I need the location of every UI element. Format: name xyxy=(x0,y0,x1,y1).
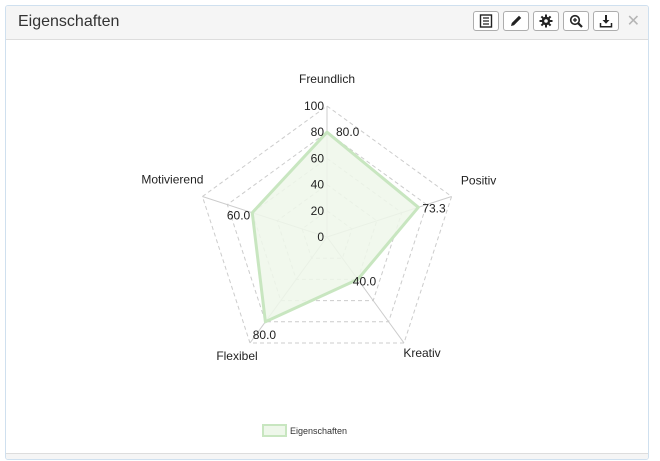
axis-label: Positiv xyxy=(461,174,496,188)
edit-button[interactable] xyxy=(502,11,529,31)
axis-label: Kreativ xyxy=(403,346,440,360)
value-label: 73.3 xyxy=(422,201,446,215)
grid-ring xyxy=(226,131,428,323)
close-icon[interactable]: ✕ xyxy=(626,11,640,30)
gear-icon xyxy=(539,14,553,28)
axis-label: Motivierend xyxy=(141,173,203,187)
value-label: 40.0 xyxy=(353,274,377,288)
value-label: 60.0 xyxy=(227,209,251,223)
tick-label: 40 xyxy=(311,178,325,192)
panel-footer xyxy=(6,453,648,459)
data-view-button[interactable] xyxy=(472,11,499,31)
series-area xyxy=(250,130,420,324)
axis-label: Flexibel xyxy=(216,349,257,363)
tick-label: 20 xyxy=(311,204,325,218)
toolbar: ✕ xyxy=(469,11,640,31)
zoom-in-icon xyxy=(569,14,583,28)
tick-label: 80 xyxy=(311,125,325,139)
download-icon xyxy=(599,15,612,28)
tick-label: 60 xyxy=(311,151,325,165)
panel-title: Eigenschaften xyxy=(18,13,120,30)
radar-chart: 0 20 40 60 80 100 80.0 73.3 40.0 80.0 60.0 Freundli… xyxy=(141,72,496,437)
grid-ring xyxy=(201,105,453,344)
legend-label: Eigenschaften xyxy=(290,426,347,436)
axis-label: Freundlich xyxy=(299,72,355,86)
list-icon xyxy=(479,14,492,28)
download-button[interactable] xyxy=(592,11,619,31)
value-label: 80.0 xyxy=(253,328,277,342)
chart-panel: Eigenschaften xyxy=(5,5,649,460)
settings-button[interactable] xyxy=(532,11,559,31)
panel-header: Eigenschaften xyxy=(6,6,648,40)
legend-swatch xyxy=(262,424,287,437)
tick-label: 100 xyxy=(304,99,324,113)
value-label: 80.0 xyxy=(336,125,360,139)
pencil-icon xyxy=(510,15,521,26)
zoom-button[interactable] xyxy=(562,11,589,31)
tick-label: 0 xyxy=(317,230,324,244)
